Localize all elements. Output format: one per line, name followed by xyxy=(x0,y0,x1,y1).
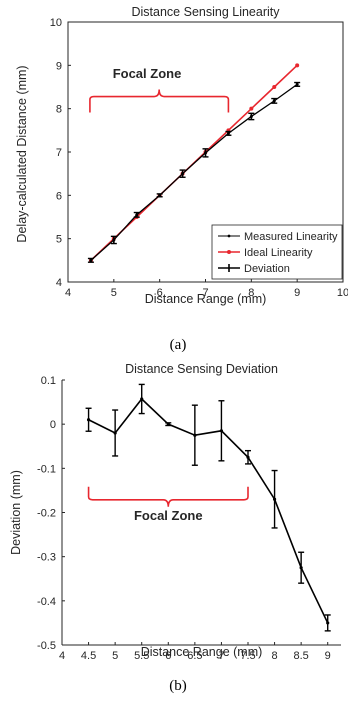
y-tick-label: 5 xyxy=(56,234,62,246)
chart-title: Distance Sensing Deviation xyxy=(125,362,278,376)
x-tick-label: 6 xyxy=(165,650,171,662)
y-axis-label: Deviation (mm) xyxy=(9,470,23,555)
deviation-line xyxy=(88,397,329,624)
x-tick-label: 7 xyxy=(202,287,208,299)
x-axis-label: Distance Range (mm) xyxy=(141,645,263,659)
y-tick-label: 8 xyxy=(56,104,62,116)
x-tick-label: 4.5 xyxy=(81,650,96,662)
legend-marker xyxy=(227,250,231,254)
x-tick-label: 5 xyxy=(112,650,118,662)
x-tick-label: 4 xyxy=(59,650,65,662)
focal-zone-bracket xyxy=(87,486,249,507)
chart-title: Distance Sensing Linearity xyxy=(132,5,281,19)
x-tick-label: 4 xyxy=(65,287,71,299)
x-tick-label: 8 xyxy=(248,287,254,299)
legend-entry: Ideal Linearity xyxy=(244,247,313,259)
legend-entry: Measured Linearity xyxy=(244,231,338,243)
caption-a-box: (a) xyxy=(170,337,187,353)
x-tick-label: 9 xyxy=(294,287,300,299)
focal-zone-label: Focal Zone xyxy=(113,66,182,81)
deviation-chart: Distance Sensing Deviation 4 4.5 5 5.5 6 6.5 7 7… xyxy=(9,362,341,662)
y-tick-label: 0.1 xyxy=(41,375,56,387)
legend-entry: Deviation xyxy=(244,263,290,275)
y-axis-label: Delay-calculated Distance (mm) xyxy=(15,65,29,242)
legend-marker xyxy=(227,234,231,238)
y-tick-label: -0.5 xyxy=(37,640,56,652)
x-axis-label: Distance Range (mm) xyxy=(145,292,267,306)
x-tick-label: 5 xyxy=(111,287,117,299)
x-tick-label: 7 xyxy=(218,650,224,662)
y-tick-label: 4 xyxy=(56,277,62,289)
x-tick-label: 5.5 xyxy=(134,650,149,662)
y-tick-label: 9 xyxy=(56,60,62,72)
y-tick-label: 10 xyxy=(50,17,62,29)
ideal-point xyxy=(295,63,300,68)
ideal-point xyxy=(249,106,254,111)
x-tick-label: 8.5 xyxy=(293,650,308,662)
y-tick-label: 7 xyxy=(56,147,62,159)
y-tick-label: 6 xyxy=(56,190,62,202)
caption-b: (b) xyxy=(169,678,187,694)
ideal-point xyxy=(272,85,277,89)
x-tick-label: 6.5 xyxy=(187,650,202,662)
x-tick-label: 7.5 xyxy=(240,650,255,662)
x-tick-label: 9 xyxy=(325,650,331,662)
y-tick-label: -0.1 xyxy=(37,463,56,475)
x-tick-label: 10 xyxy=(337,287,348,299)
focal-zone-label: Focal Zone xyxy=(134,508,203,523)
y-tick-label: -0.4 xyxy=(37,596,56,608)
y-tick-label: -0.3 xyxy=(37,552,56,564)
linearity-chart: Distance Sensing Linearity 4 5 6 7 8 9 10 4 5 6 7 8 9… xyxy=(15,5,348,306)
y-tick-label: 0 xyxy=(50,419,56,431)
caption-b-box: (b) xyxy=(169,678,187,694)
x-tick-label: 6 xyxy=(157,287,163,299)
caption-a: (a) xyxy=(170,337,187,353)
x-tick-label: 8 xyxy=(272,650,278,662)
measured-linearity-line xyxy=(90,83,298,261)
y-tick-label: -0.2 xyxy=(37,508,56,520)
